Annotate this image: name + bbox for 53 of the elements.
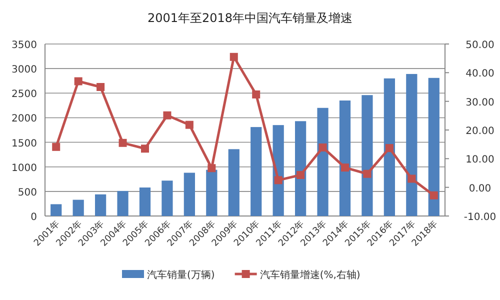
point — [163, 111, 172, 120]
point — [74, 77, 82, 86]
y2-tick-label: 40.00 — [466, 68, 494, 80]
y2-tick-label: 30.00 — [466, 97, 494, 108]
y-tick-label: 1000 — [12, 162, 37, 174]
legend-label: 汽车销量增速(%,右轴) — [260, 269, 360, 281]
point — [118, 138, 127, 147]
point — [430, 191, 438, 200]
y-tick-label: 0 — [30, 212, 37, 223]
y-tick-label: 3000 — [12, 64, 37, 76]
y-tick-label: 2000 — [12, 114, 37, 125]
point — [318, 143, 327, 152]
bar — [72, 200, 84, 216]
point — [408, 174, 416, 183]
y2-tick-label: 10.00 — [466, 154, 494, 166]
y-tick-label: 1500 — [12, 138, 37, 150]
point — [185, 120, 194, 129]
bar — [184, 172, 195, 216]
y-tick-label: 2500 — [12, 89, 37, 100]
bar — [117, 190, 128, 216]
bar — [95, 194, 106, 216]
y-tick-label: 500 — [18, 187, 37, 198]
bar — [250, 127, 262, 216]
y2-tick-label: 0.00 — [468, 183, 492, 194]
bar — [228, 149, 240, 216]
point — [363, 170, 372, 178]
point — [230, 52, 238, 61]
chart-title: 2001年至2018年中国汽车销量及增速 — [147, 11, 353, 25]
bar — [317, 108, 328, 216]
bar — [206, 170, 218, 216]
bar — [50, 204, 62, 216]
point — [141, 144, 149, 153]
bar — [362, 95, 373, 216]
bar — [339, 100, 351, 216]
y2-tick-label: 50.00 — [466, 40, 494, 51]
point — [208, 164, 216, 172]
point — [385, 144, 394, 152]
y2-tick-label: -10.00 — [464, 212, 496, 223]
y-tick-label: 3500 — [12, 40, 37, 51]
point — [96, 83, 105, 91]
bar — [139, 187, 151, 216]
bar — [384, 78, 395, 216]
bar — [428, 78, 440, 216]
point — [252, 90, 260, 98]
y2-tick-label: 20.00 — [466, 126, 494, 137]
point — [274, 176, 282, 184]
point — [52, 142, 60, 151]
bar — [162, 180, 173, 216]
bar — [406, 74, 418, 216]
bar — [295, 121, 306, 216]
legend-label: 汽车销量(万辆) — [147, 269, 215, 281]
point — [296, 171, 305, 180]
point — [341, 164, 349, 172]
